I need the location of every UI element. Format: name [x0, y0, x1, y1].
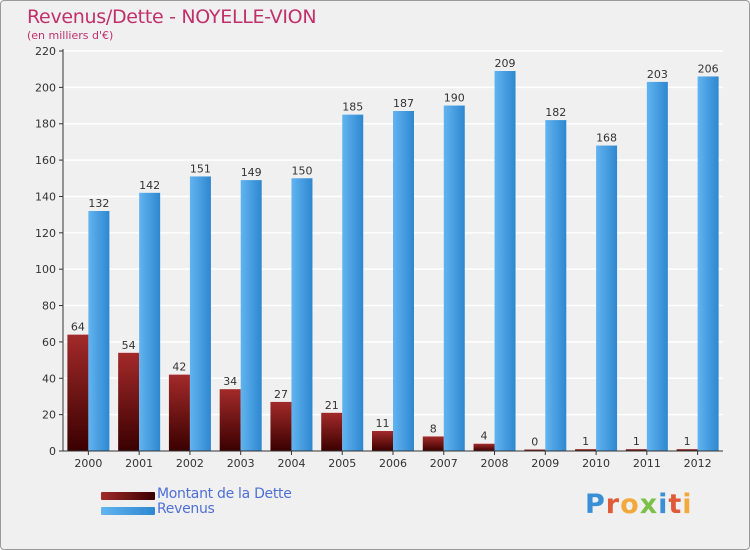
dette-bar — [524, 449, 546, 451]
revenus-bar — [342, 114, 364, 452]
proxiti-logo: Proxiti — [585, 489, 693, 520]
y-tick-label: 200 — [35, 81, 56, 94]
revenus-value-label: 206 — [698, 62, 719, 75]
x-tick-label: 2008 — [481, 457, 509, 470]
revenus-value-label: 168 — [596, 132, 617, 145]
chart-title: Revenus/Dette - NOYELLE-VION — [27, 6, 317, 28]
revenus-value-label: 182 — [545, 106, 566, 119]
revenus-value-label: 203 — [647, 68, 668, 81]
revenus-value-label: 132 — [88, 197, 109, 210]
revenus-bar — [139, 192, 161, 451]
x-tick-label: 2005 — [328, 457, 356, 470]
dette-value-label: 0 — [531, 436, 538, 449]
y-tick-label: 60 — [42, 336, 56, 349]
revenus-value-label: 187 — [393, 97, 414, 110]
dette-value-label: 54 — [122, 339, 136, 352]
revenus-bar — [545, 120, 567, 451]
revenus-value-label: 151 — [190, 162, 211, 175]
legend-label-revenus: Revenus — [157, 501, 215, 517]
revenus-swatch-icon — [101, 507, 155, 515]
revenus-value-label: 209 — [495, 57, 516, 70]
data-labels: 6413254142421513414927150211851118781904… — [71, 57, 719, 449]
dette-bar — [575, 449, 597, 451]
dette-bar — [118, 352, 140, 451]
dette-swatch-icon — [101, 492, 155, 500]
revenus-bar — [291, 178, 313, 452]
y-tick-label: 220 — [35, 45, 56, 58]
revenus-bar — [646, 81, 668, 451]
bars — [67, 71, 719, 452]
revenus-bar — [596, 145, 618, 451]
chart-subtitle: (en milliers d'€) — [27, 29, 114, 42]
revenus-bar — [240, 180, 262, 451]
dette-bar — [321, 412, 343, 451]
revenus-bar — [443, 105, 465, 451]
logo-letter: x — [639, 489, 659, 520]
revenus-bar — [393, 111, 414, 451]
dette-value-label: 64 — [71, 321, 85, 334]
logo-letter: i — [682, 489, 693, 520]
dette-value-label: 21 — [325, 399, 339, 412]
y-tick-label: 140 — [35, 190, 56, 203]
y-tick-label: 100 — [35, 263, 56, 276]
logo-letter: P — [585, 489, 606, 520]
y-tick-label: 120 — [35, 227, 56, 240]
dette-bar — [372, 431, 393, 451]
dette-bar — [676, 449, 698, 451]
x-tick-label: 2003 — [227, 457, 255, 470]
dette-bar — [168, 374, 190, 451]
x-tick-label: 2012 — [684, 457, 712, 470]
dette-bar — [422, 436, 444, 451]
dette-bar — [625, 449, 647, 451]
dette-bar — [67, 334, 89, 451]
logo-letter: o — [620, 489, 640, 520]
y-tick-label: 40 — [42, 372, 56, 385]
dette-value-label: 27 — [274, 388, 288, 401]
dette-value-label: 8 — [430, 422, 437, 435]
x-tick-label: 2002 — [176, 457, 204, 470]
x-tick-label: 2011 — [633, 457, 661, 470]
revenus-bar — [88, 211, 110, 451]
y-tick-label: 180 — [35, 118, 56, 131]
dette-value-label: 1 — [633, 435, 640, 448]
revenus-value-label: 190 — [444, 92, 465, 105]
dette-value-label: 1 — [684, 435, 691, 448]
revenus-value-label: 185 — [342, 101, 363, 114]
legend-label-dette: Montant de la Dette — [157, 486, 292, 502]
revenus-value-label: 149 — [241, 166, 262, 179]
revenus-bar — [697, 76, 719, 452]
dette-value-label: 42 — [172, 361, 186, 374]
dette-bar — [219, 389, 241, 451]
revenus-bar — [189, 176, 211, 452]
y-tick-label: 20 — [42, 409, 56, 422]
x-tick-label: 2001 — [125, 457, 153, 470]
x-tick-label: 2000 — [74, 457, 102, 470]
x-tick-label: 2007 — [430, 457, 458, 470]
y-tick-label: 0 — [49, 445, 56, 458]
revenus-value-label: 142 — [139, 179, 160, 192]
x-tick-label: 2009 — [531, 457, 559, 470]
logo-letter: t — [668, 489, 683, 520]
revenus-value-label: 150 — [291, 164, 312, 177]
x-tick-label: 2004 — [277, 457, 305, 470]
dette-value-label: 34 — [223, 375, 237, 388]
revenus-bar — [494, 71, 516, 451]
dette-value-label: 11 — [376, 417, 390, 430]
dette-value-label: 4 — [481, 430, 488, 443]
dette-bar — [270, 401, 292, 451]
y-tick-label: 160 — [35, 154, 56, 167]
x-tick-label: 2010 — [582, 457, 610, 470]
y-tick-label: 80 — [42, 300, 56, 313]
dette-bar — [473, 443, 495, 451]
dette-value-label: 1 — [582, 435, 589, 448]
logo-letter: r — [605, 489, 621, 520]
x-tick-label: 2006 — [379, 457, 407, 470]
logo-letter: i — [658, 489, 669, 520]
